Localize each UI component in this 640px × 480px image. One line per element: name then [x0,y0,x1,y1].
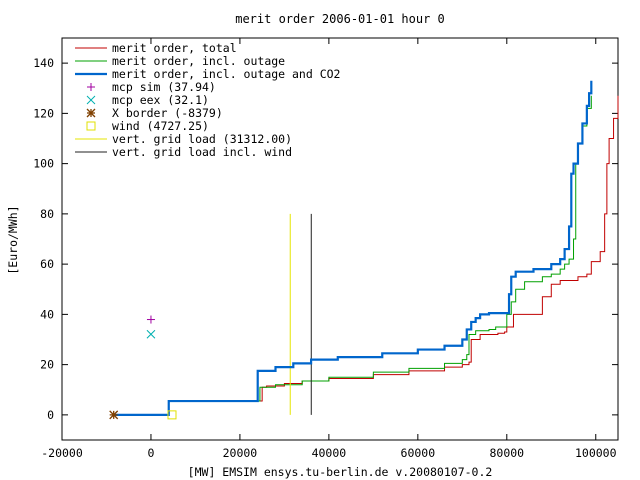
y-tick-label: 0 [47,408,54,422]
legend-label-6: wind (4727.25) [112,119,209,133]
legend-marker-5 [86,108,96,118]
marker-stroke [109,410,119,420]
legend-label-4: mcp eex (32.1) [112,93,209,107]
legend-label-7: vert. grid load (31312.00) [112,132,292,146]
legend-marker-4 [86,95,96,105]
series-marker-3 [146,315,155,324]
legend-marker-3 [87,83,95,91]
series-marker-5 [109,410,119,420]
legend-label-3: mcp sim (37.94) [112,80,216,94]
series-line-2 [113,80,593,416]
marker-stroke [86,121,96,131]
y-tick-label: 40 [40,307,54,321]
legend-label-2: merit order, incl. outage and CO2 [112,67,340,81]
marker-stroke [167,410,177,420]
x-axis: -20000 0 20000 40000 60000 80000 100000 [41,38,617,460]
plot-frame [61,37,619,441]
marker-stroke [86,108,96,118]
y-axis-label: [Euro/MWh] [6,205,20,274]
legend-label-0: merit order, total [112,41,237,55]
x-tick-label: -20000 [41,446,83,460]
y-tick-label: 140 [33,56,54,70]
series-marker-6 [167,410,177,420]
legend-label-5: X border (-8379) [112,106,223,120]
x-tick-label: 40000 [312,446,347,460]
x-tick-label: 80000 [489,446,524,460]
x-tick-label: 60000 [401,446,436,460]
marker-stroke [146,329,156,339]
x-axis-label: [MW] EMSIM ensys.tu-berlin.de v.20080107… [188,465,493,479]
legend-label-1: merit order, incl. outage [112,54,285,68]
y-tick-label: 120 [33,106,54,120]
series-marker-4 [146,329,156,339]
marker-stroke [86,95,96,105]
chart-title: merit order 2006-01-01 hour 0 [235,12,445,26]
legend-label-8: vert. grid load incl. wind [112,145,292,159]
x-tick-label: 100000 [575,446,617,460]
y-tick-label: 60 [40,257,54,271]
series-line-1 [113,95,592,416]
legend-marker-6 [86,121,96,131]
x-tick-label: 0 [147,446,154,460]
y-tick-label: 20 [40,358,54,372]
x-tick-label: 20000 [223,446,258,460]
y-tick-label: 80 [40,207,54,221]
y-tick-label: 100 [33,157,54,171]
y-axis: 0 20 40 60 80 100 120 140 [33,56,618,422]
plot-series [109,80,619,420]
